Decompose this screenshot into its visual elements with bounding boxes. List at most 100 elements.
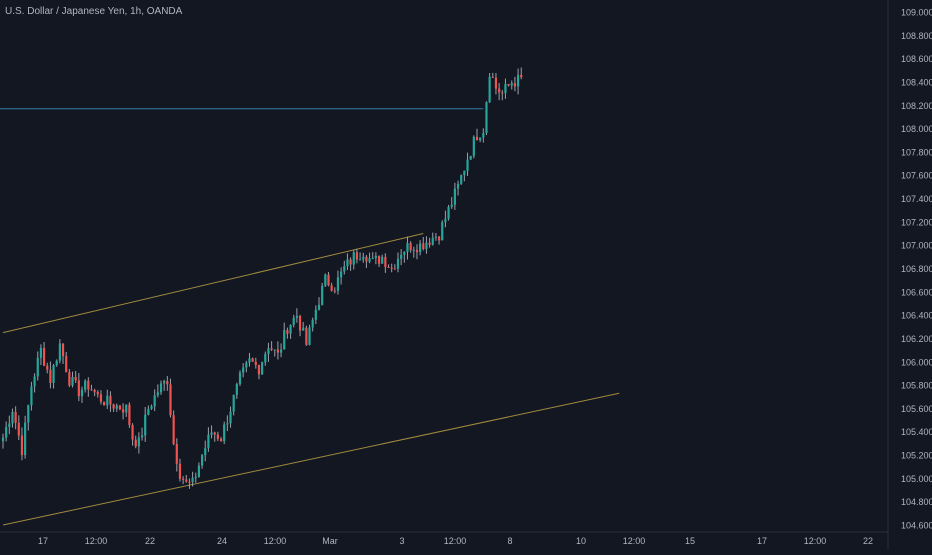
- candle[interactable]: [422, 236, 425, 251]
- candle[interactable]: [289, 324, 292, 339]
- candle[interactable]: [185, 474, 188, 483]
- candle[interactable]: [453, 182, 456, 210]
- candle[interactable]: [374, 252, 377, 265]
- candle[interactable]: [302, 321, 305, 331]
- candle[interactable]: [84, 379, 87, 393]
- candle[interactable]: [163, 379, 166, 391]
- candle[interactable]: [456, 180, 460, 196]
- candle[interactable]: [74, 370, 77, 383]
- candle[interactable]: [232, 394, 235, 416]
- candle[interactable]: [172, 410, 175, 446]
- candle[interactable]: [112, 403, 115, 412]
- candle[interactable]: [400, 249, 403, 266]
- candle[interactable]: [238, 370, 242, 386]
- candle[interactable]: [87, 377, 90, 397]
- candle[interactable]: [58, 339, 61, 364]
- candle[interactable]: [444, 210, 447, 228]
- candle[interactable]: [368, 252, 371, 264]
- candle[interactable]: [415, 244, 419, 260]
- candle[interactable]: [365, 255, 368, 268]
- candle[interactable]: [494, 73, 498, 95]
- candle[interactable]: [210, 425, 213, 439]
- candle[interactable]: [33, 373, 36, 393]
- trend-line-lower[interactable]: [2, 392, 620, 526]
- candle[interactable]: [61, 343, 65, 364]
- candle[interactable]: [472, 135, 475, 159]
- candle[interactable]: [14, 406, 17, 430]
- candle[interactable]: [251, 357, 254, 362]
- candle[interactable]: [292, 314, 295, 328]
- candle[interactable]: [267, 342, 270, 362]
- candle[interactable]: [434, 233, 438, 241]
- candle[interactable]: [207, 427, 210, 452]
- candle[interactable]: [223, 421, 226, 445]
- candle[interactable]: [390, 263, 393, 273]
- candle[interactable]: [261, 361, 264, 375]
- candle[interactable]: [144, 406, 147, 442]
- candle[interactable]: [204, 440, 207, 462]
- candle[interactable]: [159, 380, 163, 395]
- candle[interactable]: [311, 317, 314, 332]
- candle[interactable]: [516, 68, 520, 95]
- candle[interactable]: [52, 363, 55, 389]
- candle[interactable]: [80, 386, 84, 404]
- candle[interactable]: [178, 458, 182, 482]
- candle[interactable]: [5, 421, 8, 442]
- candle[interactable]: [226, 415, 229, 432]
- candle[interactable]: [245, 360, 248, 373]
- candle[interactable]: [308, 324, 311, 346]
- candle[interactable]: [314, 305, 317, 325]
- candle[interactable]: [42, 342, 46, 367]
- candle[interactable]: [140, 427, 144, 441]
- candle[interactable]: [317, 297, 321, 311]
- candle[interactable]: [248, 352, 251, 367]
- candle[interactable]: [96, 390, 99, 398]
- candle[interactable]: [166, 375, 169, 391]
- candle[interactable]: [150, 404, 153, 410]
- candle[interactable]: [412, 246, 415, 258]
- candle[interactable]: [295, 308, 298, 323]
- candle[interactable]: [175, 438, 178, 472]
- candle[interactable]: [362, 252, 365, 263]
- candle[interactable]: [65, 351, 68, 373]
- candle[interactable]: [510, 80, 513, 90]
- candle[interactable]: [321, 282, 324, 306]
- candle[interactable]: [431, 232, 434, 246]
- candle[interactable]: [482, 128, 485, 143]
- candle[interactable]: [216, 431, 219, 441]
- candle[interactable]: [504, 78, 507, 99]
- candle[interactable]: [99, 390, 103, 405]
- candle[interactable]: [118, 405, 122, 411]
- candle[interactable]: [213, 431, 216, 442]
- candle[interactable]: [396, 252, 400, 273]
- candle[interactable]: [30, 381, 33, 411]
- candle[interactable]: [121, 403, 125, 420]
- candle[interactable]: [488, 73, 491, 103]
- candle[interactable]: [71, 371, 74, 388]
- candle[interactable]: [501, 89, 504, 101]
- candle[interactable]: [24, 415, 27, 459]
- candle[interactable]: [46, 362, 49, 374]
- candle[interactable]: [200, 453, 204, 469]
- candle[interactable]: [242, 363, 245, 378]
- candle[interactable]: [336, 270, 340, 295]
- candle[interactable]: [507, 83, 510, 87]
- trend-line-upper[interactable]: [2, 233, 424, 334]
- candle[interactable]: [20, 427, 24, 461]
- candle[interactable]: [137, 432, 140, 454]
- candle[interactable]: [305, 325, 308, 346]
- candle[interactable]: [36, 351, 39, 381]
- candle[interactable]: [485, 101, 488, 136]
- candle[interactable]: [393, 264, 396, 270]
- candle[interactable]: [188, 478, 191, 489]
- candle[interactable]: [298, 314, 302, 337]
- candle[interactable]: [330, 282, 333, 292]
- candle[interactable]: [419, 240, 422, 256]
- candle[interactable]: [1, 433, 5, 449]
- candle[interactable]: [90, 384, 93, 391]
- candle[interactable]: [513, 76, 517, 92]
- candle[interactable]: [469, 155, 472, 160]
- candle[interactable]: [229, 406, 232, 428]
